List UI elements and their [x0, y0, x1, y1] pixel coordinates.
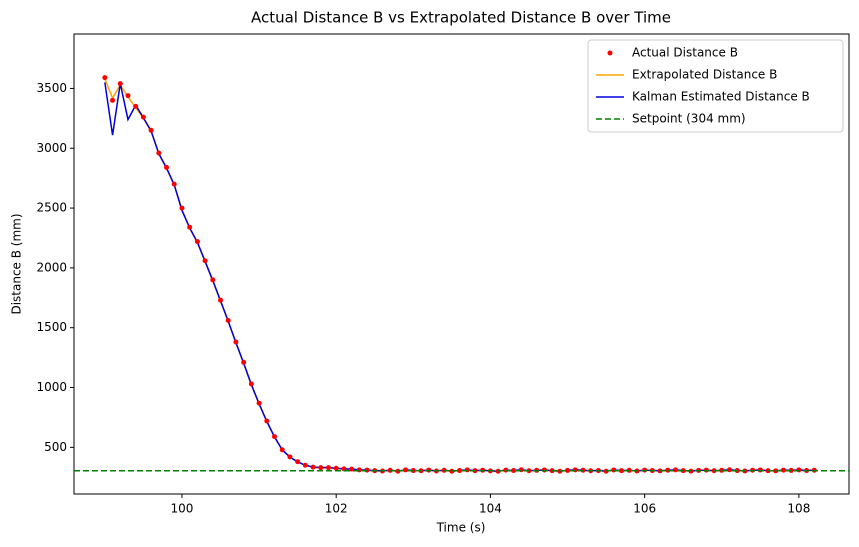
data-point [117, 81, 123, 87]
data-point [218, 297, 224, 303]
data-point [410, 468, 416, 474]
data-point [102, 75, 108, 81]
legend-label: Actual Distance B [632, 46, 738, 60]
x-tick-label: 104 [479, 502, 502, 516]
data-point [271, 434, 277, 440]
x-tick-label: 100 [171, 502, 194, 516]
data-point [287, 454, 293, 460]
data-point [148, 127, 154, 133]
data-point [110, 97, 116, 103]
data-point [187, 224, 193, 230]
data-point [780, 467, 786, 473]
data-point [164, 164, 170, 170]
data-point [140, 114, 146, 120]
data-point [264, 418, 270, 424]
legend-box [587, 39, 844, 133]
data-point [541, 467, 547, 473]
y-tick-label: 3500 [36, 81, 67, 95]
data-point [202, 258, 208, 264]
y-tick-label: 2000 [36, 260, 67, 274]
y-tick-label: 1000 [36, 380, 67, 394]
x-tick-label: 102 [325, 502, 348, 516]
data-point [333, 465, 339, 471]
x-axis-label: Time (s) [436, 521, 486, 535]
data-point [611, 467, 617, 473]
data-point [403, 467, 409, 473]
data-point [194, 239, 200, 245]
legend-label: Kalman Estimated Distance B [632, 90, 810, 104]
data-point [457, 468, 463, 474]
data-point [680, 468, 686, 474]
x-tick-label: 108 [787, 502, 810, 516]
data-point [672, 467, 678, 473]
data-point [557, 468, 563, 474]
data-point [572, 467, 578, 473]
data-point [511, 468, 517, 474]
legend-label: Extrapolated Distance B [632, 68, 777, 82]
data-point [210, 277, 216, 283]
data-point [125, 93, 131, 99]
data-point [773, 468, 779, 474]
data-line [104, 82, 815, 473]
data-point [349, 466, 355, 472]
y-tick-label: 1500 [36, 320, 67, 334]
data-point [302, 462, 308, 468]
data-point [734, 468, 740, 474]
data-point [464, 467, 470, 473]
y-tick-label: 2500 [36, 201, 67, 215]
data-point [233, 339, 239, 345]
data-point [225, 318, 231, 324]
legend-marker [607, 50, 613, 56]
plot-area [74, 75, 849, 474]
data-point [179, 205, 185, 211]
y-axis-label: Distance B (mm) [10, 213, 24, 314]
x-tick-label: 106 [633, 502, 656, 516]
data-point [295, 459, 301, 465]
data-point [726, 467, 732, 473]
plot-frame [73, 33, 850, 495]
data-point [241, 359, 247, 365]
data-point [626, 467, 632, 473]
data-point [356, 467, 362, 473]
data-point [619, 468, 625, 474]
data-point [395, 468, 401, 474]
y-tick-label: 3000 [36, 141, 67, 155]
data-point [565, 467, 571, 473]
data-point [156, 150, 162, 156]
data-point [449, 468, 455, 474]
data-point [788, 467, 794, 473]
data-point [796, 467, 802, 473]
data-point [256, 400, 262, 406]
data-point [757, 467, 763, 473]
data-point [171, 181, 177, 187]
y-tick-label: 500 [44, 440, 67, 454]
legend-label: Setpoint (304 mm) [632, 112, 746, 126]
data-point [248, 381, 254, 387]
data-point [279, 447, 285, 453]
data-point [325, 465, 331, 471]
chart-title: Actual Distance B vs Extrapolated Distan… [251, 9, 671, 27]
data-point [133, 103, 139, 109]
data-point [310, 464, 316, 470]
data-point [318, 465, 324, 471]
data-point [719, 467, 725, 473]
